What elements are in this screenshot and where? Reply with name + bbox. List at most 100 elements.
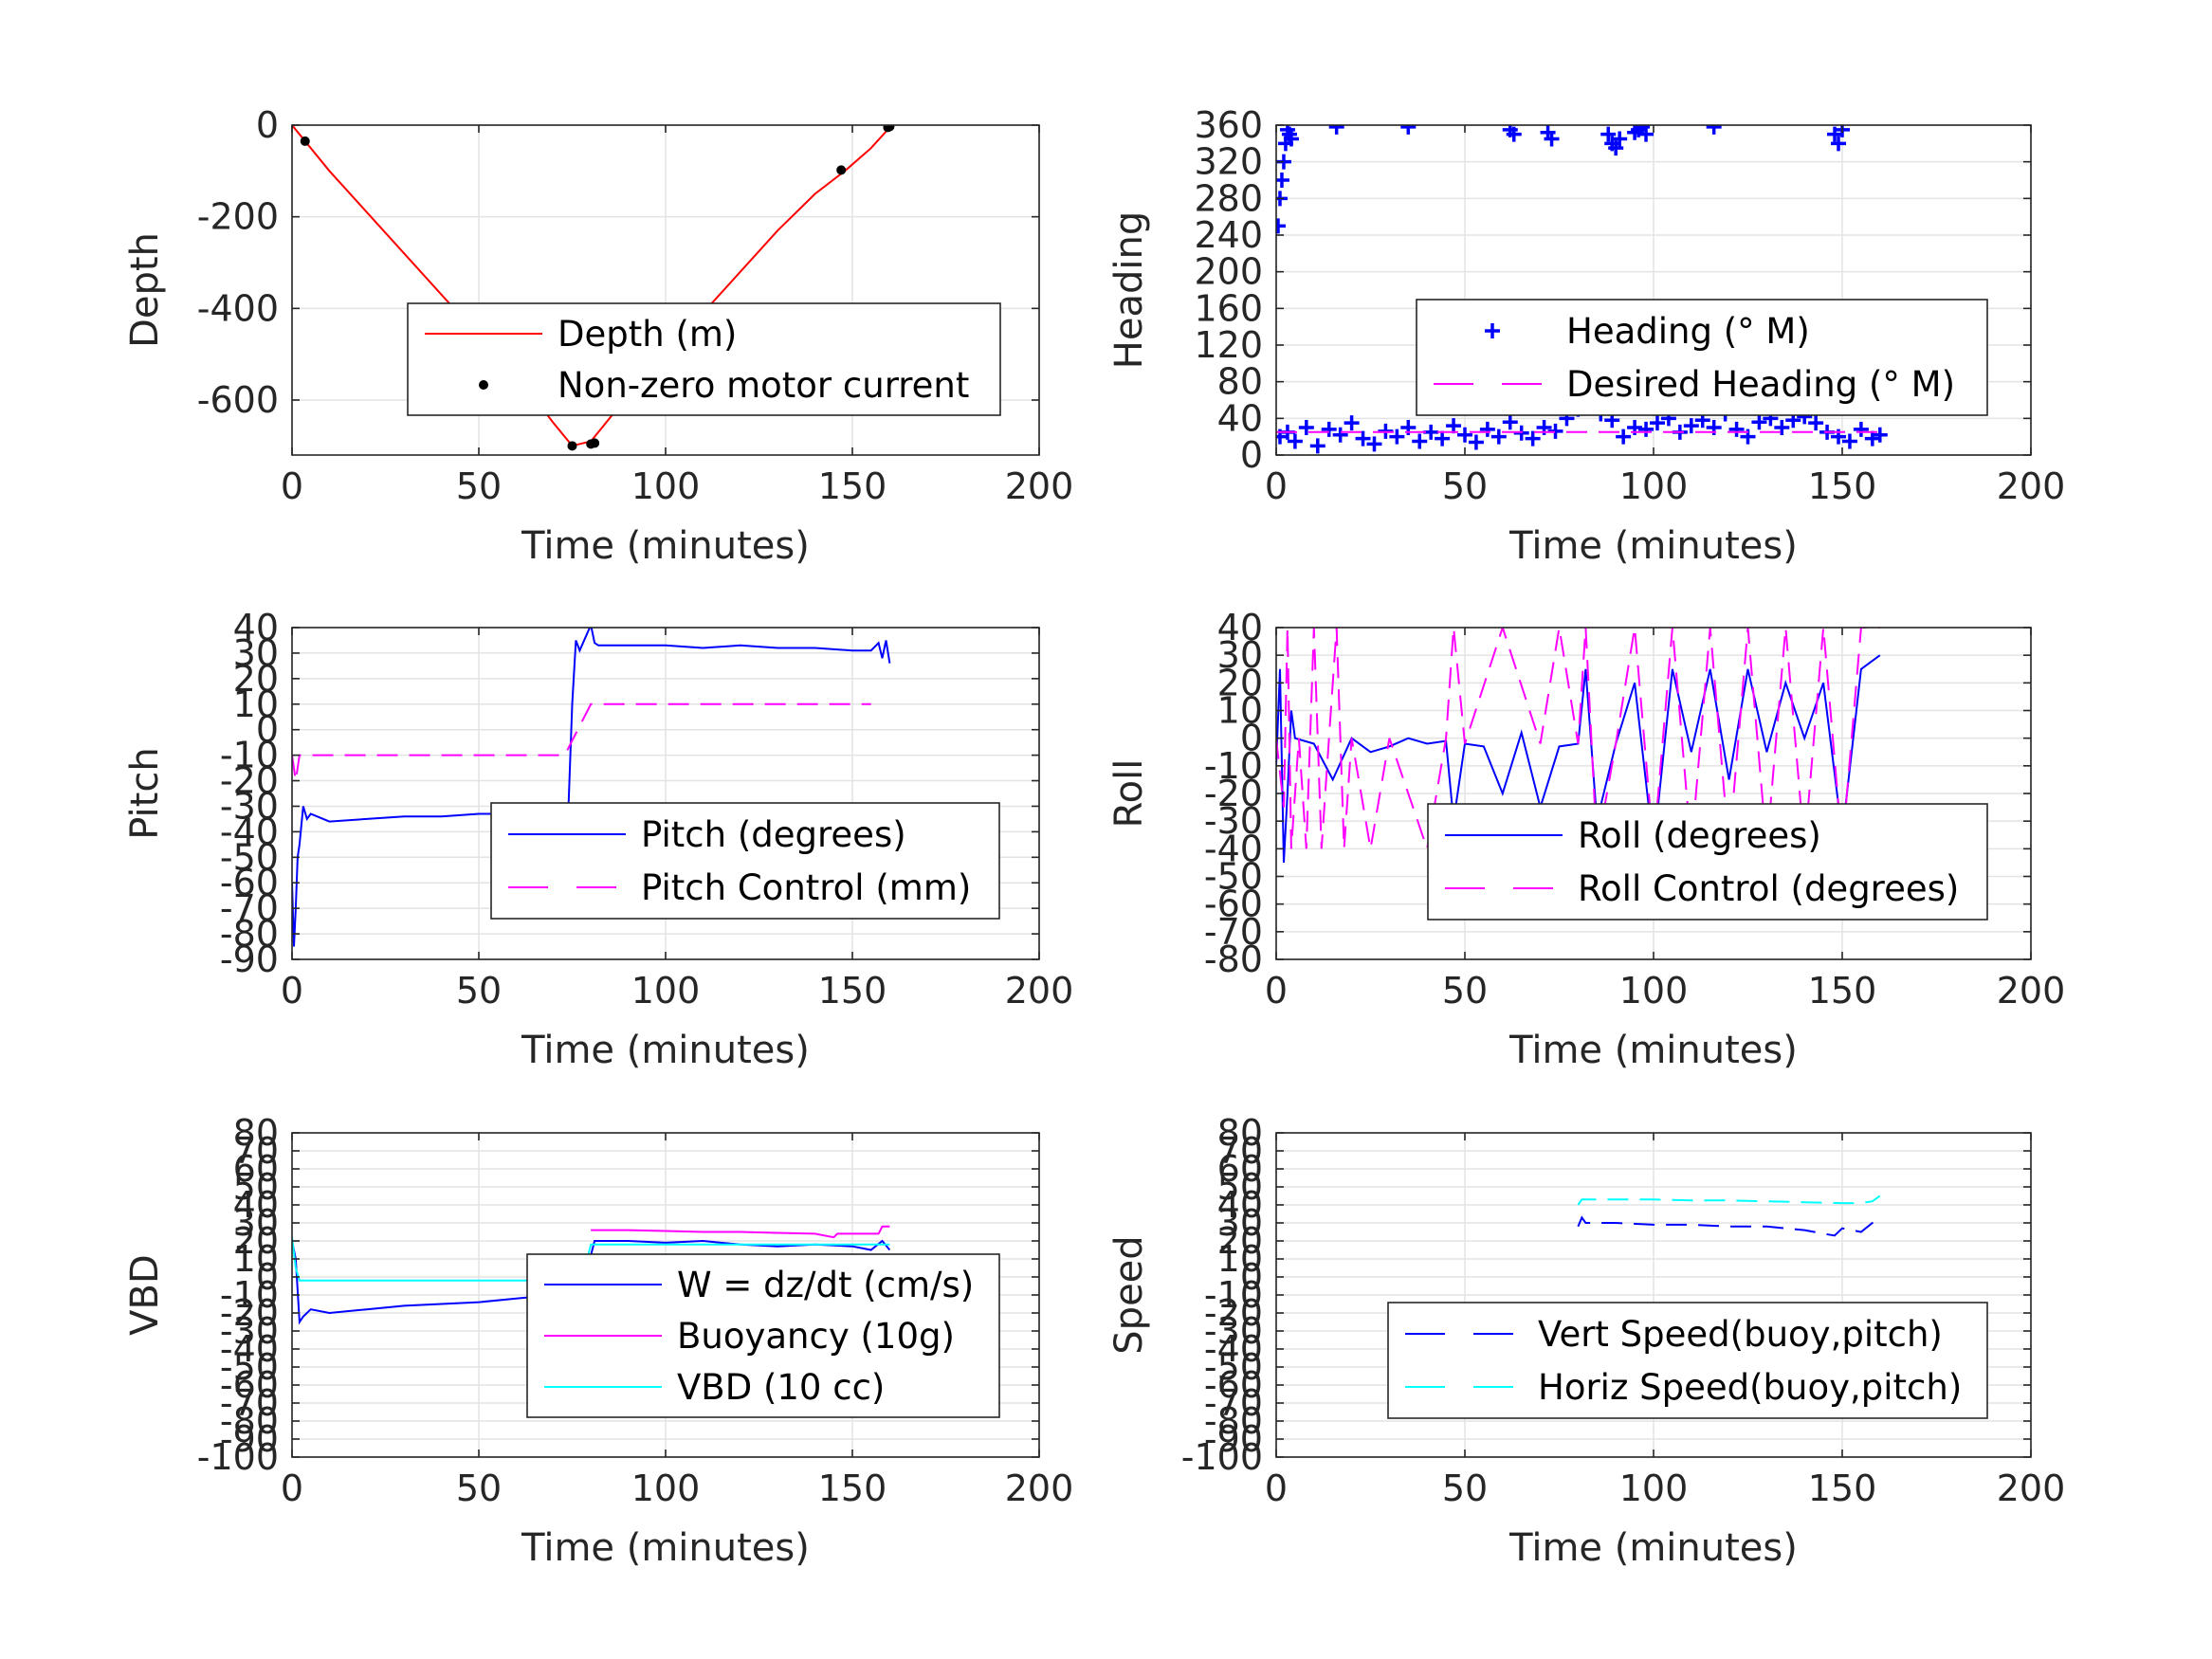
heading-y-tick-label: 240 [1194,214,1263,256]
roll-x-tick-label: 100 [1619,970,1689,1012]
vbd-y-tick-label: -30 [220,1310,279,1352]
roll-x-tick-label: 0 [1265,970,1288,1012]
speed-y-tick-label: -40 [1204,1328,1263,1370]
heading-x-tick-label: 100 [1619,465,1689,507]
roll-legend-box [1427,803,1988,921]
heading-plot-area [1276,125,1888,454]
heading-series-0-point [1298,420,1314,435]
heading-series-0-point [1490,428,1507,445]
heading-series-0-point [1608,140,1624,156]
vbd-axes: 0 50 100 150 20080706050403020100-10-20-30-4… [123,1112,1073,1570]
heading-series-0-point [1683,418,1699,434]
pitch-series-1-line [292,702,871,781]
heading-series-0-point [1853,421,1869,437]
heading-series-0-point [1389,428,1405,445]
heading-legend-label-0: Heading (° M) [1566,311,1810,352]
heading-series-0-point [1841,433,1857,449]
roll-legend: Roll (degrees) Roll Control (degrees) [1427,803,1988,921]
vbd-y-tick-label: -100 [197,1436,279,1478]
roll-x-tick-label: 150 [1808,970,1877,1012]
vbd-y-tick-label: -90 [220,1418,279,1460]
heading-series-0-point [1506,126,1522,142]
pitch-legend-label-1: Pitch Control (mm) [641,867,971,908]
heading-axes: 0 50 100 150 20004080120160200240280320360Ti… [1107,104,2065,568]
pitch-y-tick-label: 30 [233,632,279,674]
roll-y-tick-label: -60 [1204,884,1263,925]
roll-y-tick-label: -50 [1204,856,1263,898]
pitch-y-axis-label: Pitch [123,747,167,839]
heading-y-axis-label: Heading [1107,211,1151,369]
vbd-y-tick-label: 50 [233,1166,279,1208]
speed-y-tick-label: 10 [1217,1238,1263,1280]
vbd-y-tick-label: -50 [220,1346,279,1388]
heading-y-tick-label: 80 [1217,361,1263,403]
vbd-y-tick-label: -70 [220,1382,279,1424]
pitch-y-tick-label: 0 [256,709,279,751]
heading-series-0-point [1502,414,1518,430]
heading-series-0-point [1435,430,1451,447]
speed-y-tick-label: 70 [1217,1130,1263,1172]
heading-series-0-point [1638,126,1654,142]
vbd-legend: W = dz/dt (cm/s) Buoyancy (10g) VBD (10 cc… [526,1253,1000,1418]
vbd-y-tick-label: 10 [233,1238,279,1280]
roll-x-axis-label: Time (minutes) [1508,1029,1798,1072]
depth-x-tick-label: 150 [818,465,887,507]
pitch-series-0-line [292,628,891,947]
heading-legend-label-1: Desired Heading (° M) [1566,364,1955,405]
heading-series-0-point [1309,438,1325,454]
roll-y-tick-label: -20 [1204,773,1263,814]
heading-x-tick-label: 0 [1265,465,1288,507]
heading-series-0-point [1612,131,1628,147]
vbd-y-tick-label: -60 [220,1364,279,1406]
heading-y-tick-label: 0 [1240,434,1263,476]
depth-legend-label-1: Non-zero motor current [558,365,969,406]
speed-y-tick-label: 20 [1217,1220,1263,1262]
depth-y-axis-label: Depth [123,232,167,348]
speed-legend-label-1: Horiz Speed(buoy,pitch) [1538,1367,1962,1408]
speed-y-tick-label: -90 [1204,1418,1263,1460]
depth-x-tick-label: 50 [456,465,502,507]
heading-series-0-point [1457,427,1472,443]
depth-series-0-line [292,125,891,447]
pitch-x-tick-label: 200 [1005,970,1074,1012]
speed-y-tick-label: 80 [1217,1112,1263,1154]
speed-y-tick-label: -80 [1204,1400,1263,1442]
speed-axes: 0 50 100 150 20080706050403020100-10-20-30-4… [1107,1112,2065,1570]
vbd-y-tick-label: -40 [220,1328,279,1370]
heading-series-0-point [1446,418,1462,434]
roll-y-tick-label: -70 [1204,911,1263,953]
speed-x-axis-label: Time (minutes) [1508,1526,1798,1570]
depth-axes: 0 50 100 150 200 0 -200 -400 -600 Time (minutes) D… [123,104,1073,568]
depth-legend: Depth (m) Non-zero motor current [407,302,1001,416]
roll-y-tick-label: 20 [1217,662,1263,703]
speed-y-tick-label: -100 [1181,1436,1263,1478]
depth-series-1-point [885,125,895,132]
speed-series-1-line [1577,1194,1881,1206]
heading-series-0-point [1649,415,1665,431]
speed-y-tick-label: 50 [1217,1166,1263,1208]
pitch-y-tick-label: -50 [220,836,279,878]
vbd-x-tick-label: 200 [1005,1468,1074,1509]
speed-legend-label-0: Vert Speed(buoy,pitch) [1538,1314,1943,1355]
depth-series-1-point [590,438,600,448]
speed-y-tick-label: -70 [1204,1382,1263,1424]
roll-legend-label-0: Roll (degrees) [1578,815,1821,856]
pitch-x-tick-label: 50 [456,970,502,1012]
heading-series-0-point [1355,430,1371,447]
vbd-y-axis-label: VBD [123,1254,167,1336]
depth-legend-label-0: Depth (m) [558,314,737,355]
depth-x-axis-label: Time (minutes) [521,524,810,568]
pitch-axes: 0 50 100 150 200403020100-10-20-30-40-50-60-… [123,607,1073,1072]
depth-x-tick-label: 0 [281,465,303,507]
heading-x-tick-label: 50 [1442,465,1488,507]
pitch-y-tick-label: -40 [220,811,279,852]
vbd-legend-label-0: W = dz/dt (cm/s) [677,1265,974,1305]
heading-series-0-point [1751,414,1767,430]
heading-series-0-point [1706,125,1722,135]
heading-series-0-point [1808,415,1824,431]
vbd-legend-label-1: Buoyancy (10g) [677,1316,955,1357]
pitch-y-tick-label: -60 [220,862,279,903]
heading-series-0-point [1276,218,1286,234]
pitch-x-tick-label: 100 [631,970,701,1012]
